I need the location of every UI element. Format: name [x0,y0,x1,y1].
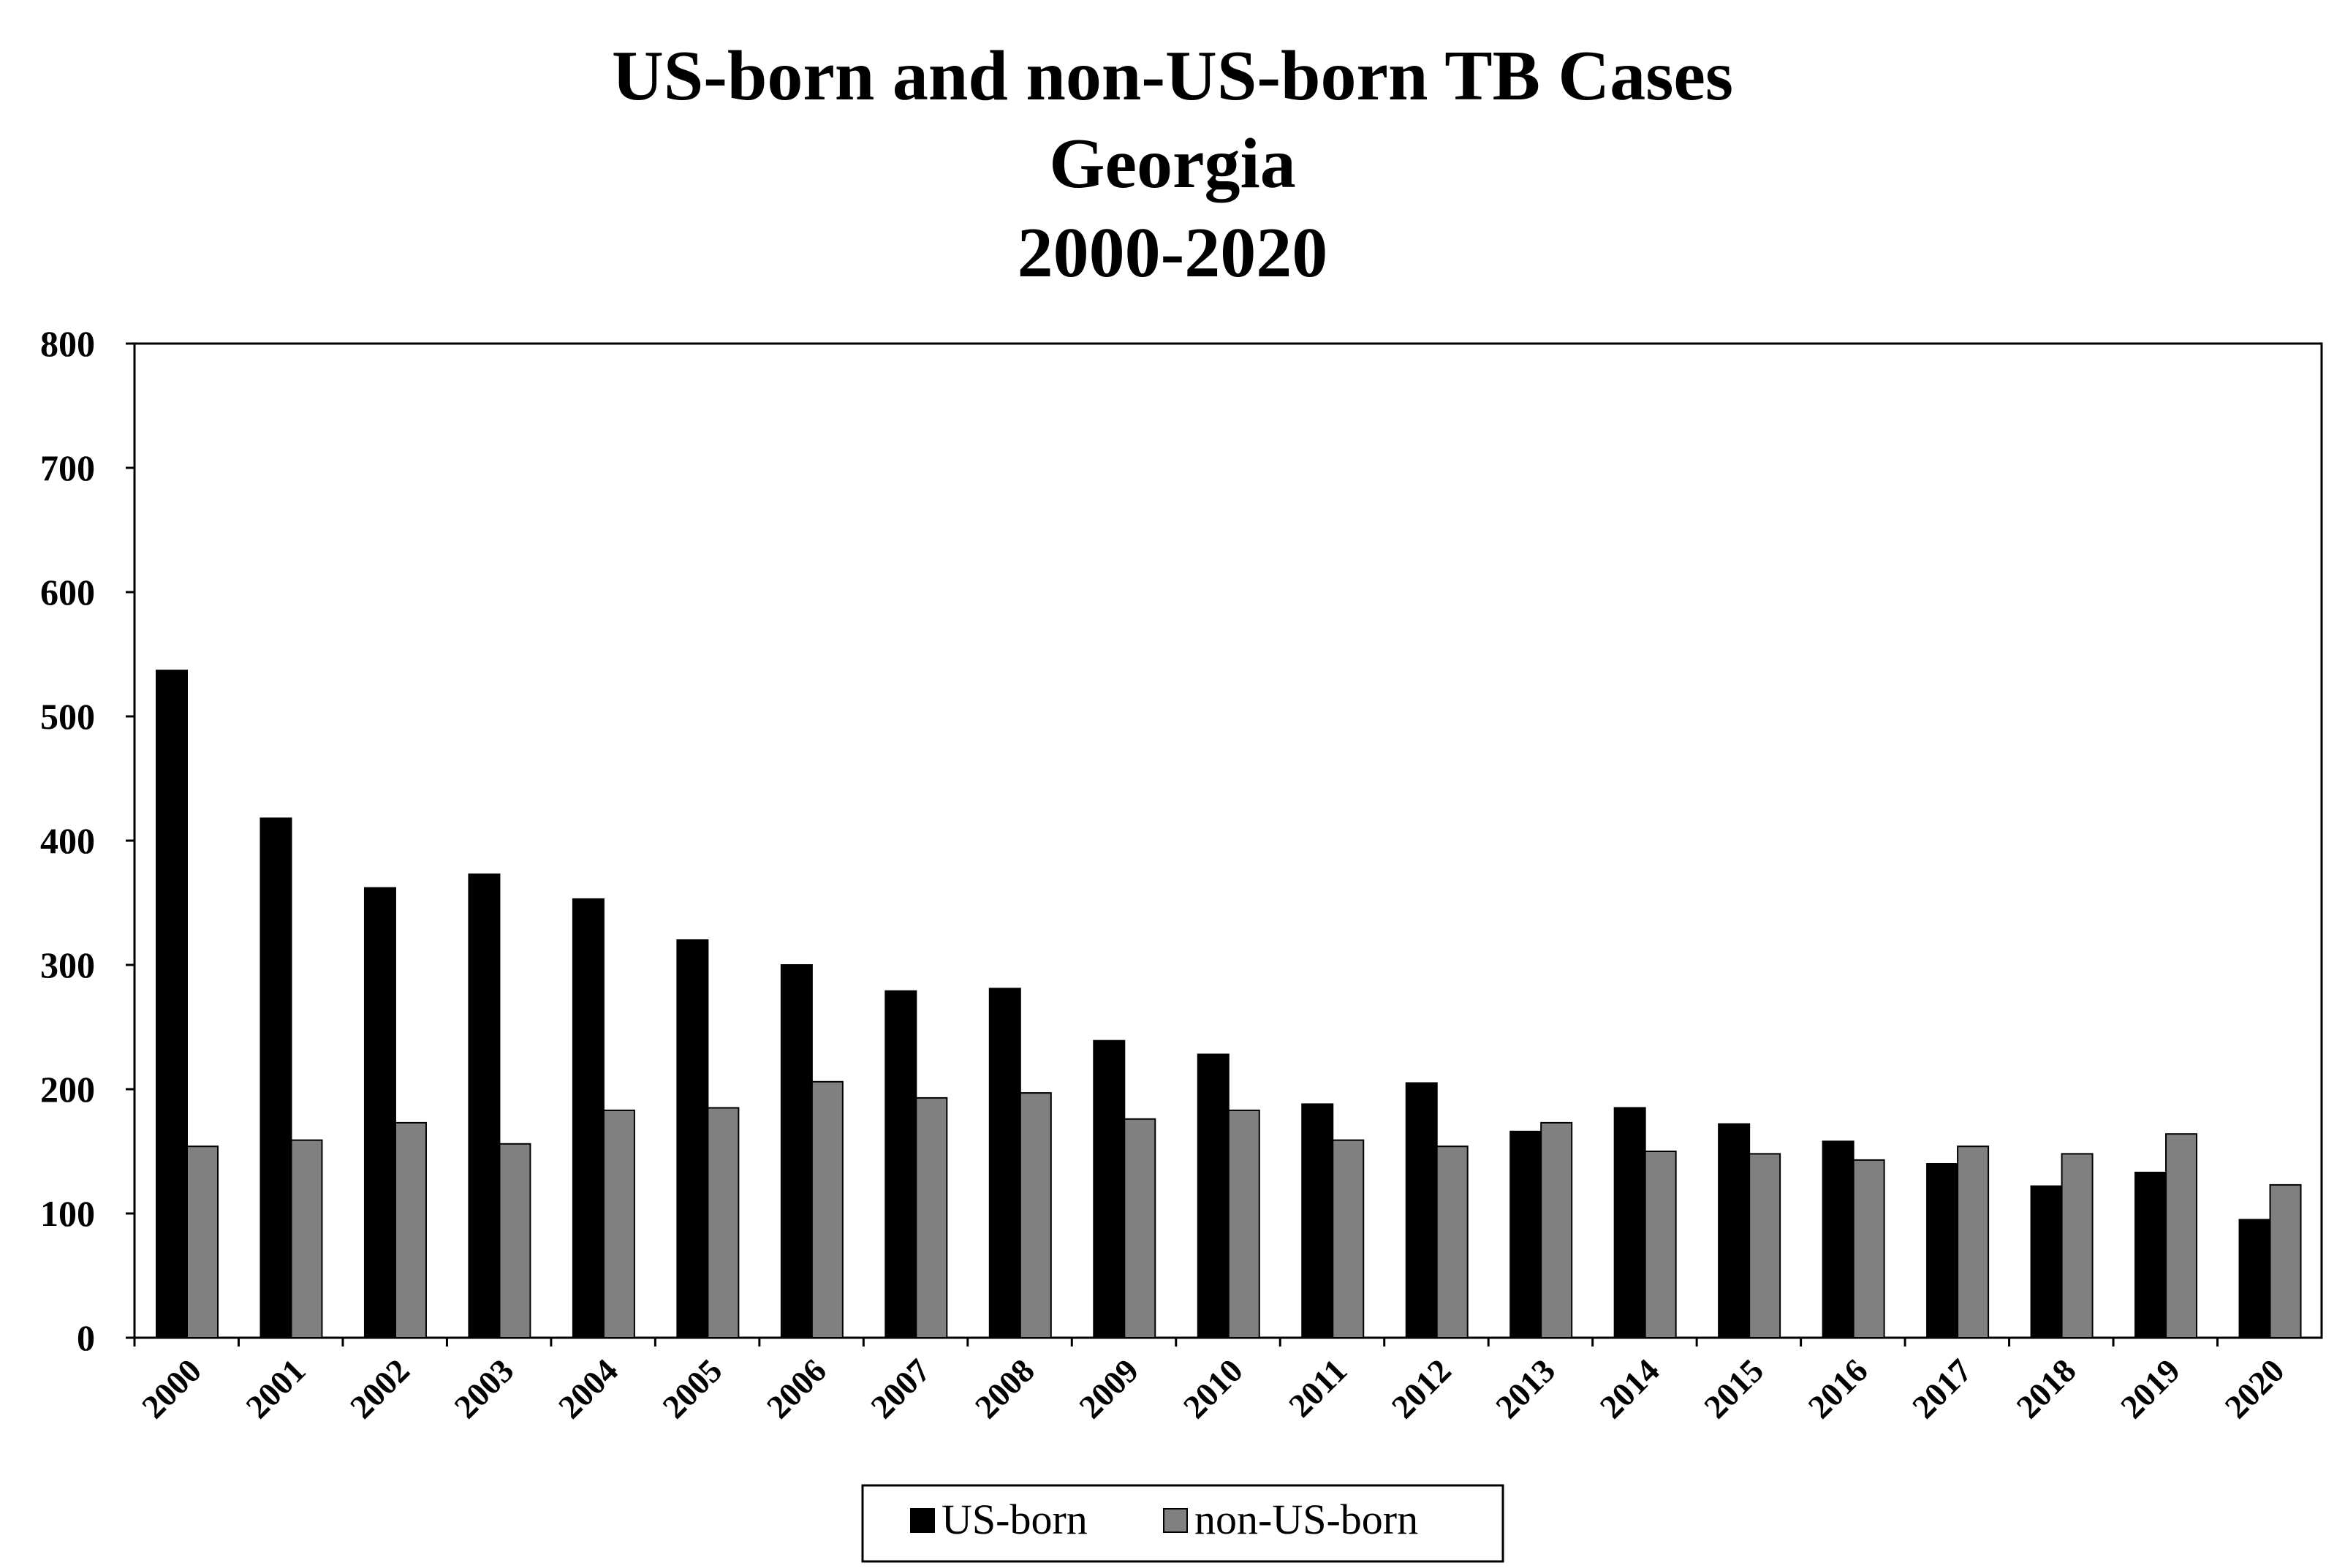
bar-us-born-2014 [1613,1107,1646,1338]
bar-non-us-born-2000 [186,1145,219,1338]
bar-non-us-born-2017 [1957,1145,1990,1338]
y-tick-label: 800 [40,323,95,364]
x-axis: 2000 2001 2002 2003 2004 2005 2006 2007 2008 2009… [133,1338,2292,1425]
y-tick-label: 100 [40,1193,95,1234]
y-axis: 0 100 200 300 400 500 600 700 800 [40,323,135,1358]
bar-us-born-2011 [1301,1103,1334,1339]
bar-us-born-2009 [1093,1039,1126,1338]
bar-us-born-2020 [2238,1219,2271,1338]
y-tick-label: 400 [40,820,95,861]
x-tick-label: 2019 [2113,1352,2187,1425]
bar-non-us-born-2005 [707,1107,740,1338]
bar-non-us-born-2010 [1227,1109,1260,1339]
x-tick-label: 2010 [1176,1352,1250,1425]
y-tick-label: 500 [40,696,95,737]
x-tick-label: 2016 [1801,1352,1875,1425]
bar-non-us-born-2007 [915,1097,948,1339]
legend-swatch-us-born [910,1508,935,1533]
x-tick-label: 2002 [343,1352,417,1425]
bar-non-us-born-2014 [1644,1151,1677,1338]
x-tick-label: 2013 [1488,1352,1562,1425]
y-tick-label: 200 [40,1069,95,1110]
x-tick-label: 2001 [238,1352,312,1425]
bar-non-us-born-2015 [1749,1153,1781,1339]
x-tick-label: 2000 [135,1352,208,1425]
legend: US-born non-US-born [861,1484,1504,1563]
x-tick-label: 2004 [551,1352,625,1425]
bars [156,670,2302,1339]
bar-us-born-2006 [780,964,813,1338]
x-tick-label: 2011 [1281,1352,1354,1424]
y-tick-label: 600 [40,572,95,613]
bar-non-us-born-2018 [2061,1153,2094,1339]
y-tick-label: 700 [40,447,95,488]
bar-non-us-born-2008 [1019,1092,1052,1338]
chart-title-line-3: 2000-2020 [1018,213,1328,292]
bar-non-us-born-2020 [2269,1183,2302,1339]
bar-us-born-2001 [259,817,292,1338]
x-tick-label: 2020 [2217,1352,2291,1425]
bar-us-born-2003 [468,873,501,1338]
bar-us-born-2010 [1197,1053,1230,1339]
x-tick-label: 2003 [447,1352,520,1425]
bar-us-born-2008 [988,988,1021,1339]
chart-title-line-2: Georgia [1049,124,1295,203]
y-tick-label: 300 [40,944,95,985]
bar-non-us-born-2006 [811,1080,844,1339]
bar-us-born-2007 [884,990,917,1338]
bar-us-born-2005 [676,939,709,1338]
x-tick-label: 2009 [1072,1352,1145,1425]
bar-non-us-born-2002 [394,1121,427,1339]
x-tick-label: 2008 [968,1352,1042,1425]
x-tick-label: 2005 [655,1352,729,1425]
x-tick-label: 2014 [1593,1352,1667,1425]
bar-non-us-born-2001 [290,1139,323,1338]
legend-label-non-us-born: non-US-born [1194,1496,1418,1543]
legend-label-us-born: US-born [942,1496,1088,1543]
x-tick-label: 2006 [759,1352,833,1425]
bar-non-us-born-2013 [1540,1121,1573,1339]
x-tick-label: 2007 [863,1352,937,1425]
bar-us-born-2012 [1405,1082,1438,1338]
bar-non-us-born-2009 [1124,1118,1156,1339]
bar-us-born-2016 [1822,1140,1855,1339]
bar-us-born-2013 [1509,1130,1542,1339]
bar-non-us-born-2016 [1852,1159,1885,1339]
bar-us-born-2017 [1926,1163,1959,1338]
bar-us-born-2000 [156,670,188,1338]
bar-non-us-born-2004 [602,1109,635,1339]
bar-non-us-born-2019 [2165,1133,2198,1338]
bar-us-born-2018 [2030,1185,2063,1338]
chart-title-line-1: US-born and non-US-born TB Cases [612,37,1733,115]
x-tick-label: 2017 [1905,1352,1979,1425]
y-tick-label: 0 [77,1317,95,1358]
bar-us-born-2002 [363,887,396,1338]
legend-swatch-non-us-born [1163,1508,1188,1533]
bar-us-born-2015 [1718,1123,1751,1338]
bar-non-us-born-2003 [499,1143,531,1339]
x-tick-label: 2015 [1697,1352,1770,1425]
bar-non-us-born-2011 [1332,1139,1365,1338]
bar-us-born-2004 [572,898,605,1338]
bar-us-born-2019 [2134,1171,2167,1339]
x-tick-label: 2018 [2009,1352,2083,1425]
bar-non-us-born-2012 [1436,1145,1469,1338]
chart-title: US-born and non-US-born TB Cases Georgia… [612,37,1733,292]
x-tick-label: 2012 [1384,1352,1458,1425]
